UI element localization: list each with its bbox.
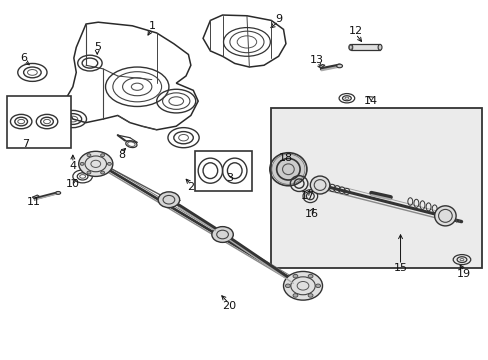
Circle shape [101,171,104,174]
Text: 13: 13 [309,55,323,65]
Circle shape [158,192,179,208]
Text: 12: 12 [348,26,362,36]
Circle shape [87,154,91,157]
Ellipse shape [271,154,305,184]
Circle shape [292,294,297,297]
Circle shape [79,151,113,176]
Text: 3: 3 [226,173,233,183]
Text: 10: 10 [66,179,80,189]
Text: 7: 7 [22,139,30,149]
Text: 9: 9 [275,14,282,24]
Ellipse shape [310,176,329,194]
Text: 6: 6 [20,53,27,63]
Polygon shape [32,195,39,199]
Bar [271,108,481,268]
Circle shape [315,284,320,288]
Text: 5: 5 [94,42,101,52]
Polygon shape [350,44,379,50]
Text: 20: 20 [222,301,236,311]
Ellipse shape [56,192,61,194]
Bar [6,96,71,148]
Circle shape [307,274,312,278]
Text: 2: 2 [187,182,194,192]
Circle shape [87,171,91,174]
Ellipse shape [434,206,455,226]
Text: 8: 8 [118,150,125,160]
Text: 16: 16 [304,209,318,219]
Polygon shape [318,64,325,68]
Ellipse shape [377,44,381,50]
Ellipse shape [336,64,342,68]
Circle shape [285,284,290,288]
Circle shape [101,154,104,157]
Ellipse shape [348,44,352,50]
Circle shape [80,162,84,165]
Text: 18: 18 [278,153,292,163]
Text: 14: 14 [364,96,378,106]
Text: 17: 17 [300,191,314,201]
Circle shape [107,162,111,165]
Bar [194,151,252,191]
Circle shape [211,226,233,242]
Text: 15: 15 [393,263,407,273]
Text: 19: 19 [456,269,470,279]
Circle shape [292,274,297,278]
Text: 1: 1 [148,21,155,31]
Text: 11: 11 [27,197,41,207]
Text: 4: 4 [69,161,76,171]
Circle shape [283,271,322,300]
Circle shape [307,294,312,297]
